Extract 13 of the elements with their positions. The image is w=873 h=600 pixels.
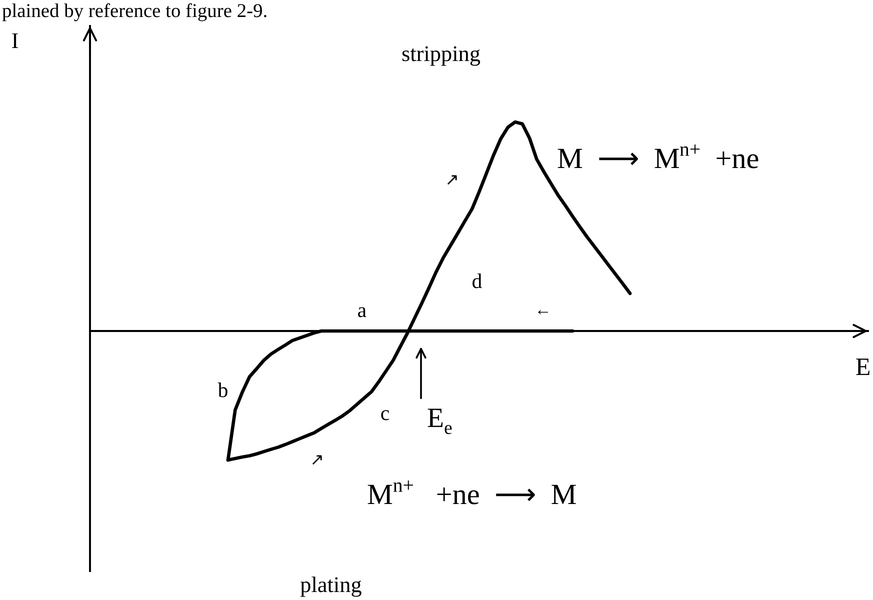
text: plained by reference to figure 2-9. bbox=[2, 3, 266, 22]
text: plating bbox=[300, 576, 362, 597]
annotation: d bbox=[472, 274, 482, 288]
text: E bbox=[856, 358, 870, 375]
annotation: ↗ bbox=[312, 455, 322, 465]
text: stripping bbox=[402, 46, 480, 66]
annotation: c bbox=[381, 410, 389, 420]
annotation: Ee bbox=[428, 408, 452, 434]
annotation: ↗ bbox=[447, 175, 457, 185]
annotation: ← bbox=[538, 310, 548, 314]
text: I bbox=[12, 33, 18, 48]
annotation: a bbox=[358, 307, 366, 318]
annotation: b bbox=[218, 382, 228, 398]
